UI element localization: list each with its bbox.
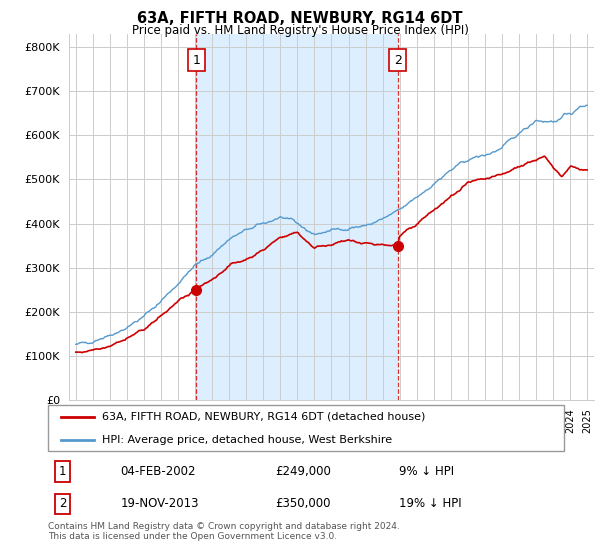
Bar xyxy=(196,34,398,400)
Text: Price paid vs. HM Land Registry's House Price Index (HPI): Price paid vs. HM Land Registry's House … xyxy=(131,24,469,36)
Text: 63A, FIFTH ROAD, NEWBURY, RG14 6DT (detached house): 63A, FIFTH ROAD, NEWBURY, RG14 6DT (deta… xyxy=(102,412,425,422)
Text: 1: 1 xyxy=(59,465,66,478)
Text: HPI: Average price, detached house, West Berkshire: HPI: Average price, detached house, West… xyxy=(102,435,392,445)
Text: £249,000: £249,000 xyxy=(275,465,331,478)
Text: 1: 1 xyxy=(193,54,200,67)
Text: Contains HM Land Registry data © Crown copyright and database right 2024.
This d: Contains HM Land Registry data © Crown c… xyxy=(48,522,400,542)
Text: 2: 2 xyxy=(394,54,401,67)
FancyBboxPatch shape xyxy=(48,405,564,451)
Text: £350,000: £350,000 xyxy=(275,497,331,510)
Text: 19% ↓ HPI: 19% ↓ HPI xyxy=(399,497,461,510)
Text: 04-FEB-2002: 04-FEB-2002 xyxy=(120,465,196,478)
Text: 63A, FIFTH ROAD, NEWBURY, RG14 6DT: 63A, FIFTH ROAD, NEWBURY, RG14 6DT xyxy=(137,11,463,26)
Text: 9% ↓ HPI: 9% ↓ HPI xyxy=(399,465,454,478)
Text: 19-NOV-2013: 19-NOV-2013 xyxy=(120,497,199,510)
Text: 2: 2 xyxy=(59,497,66,510)
